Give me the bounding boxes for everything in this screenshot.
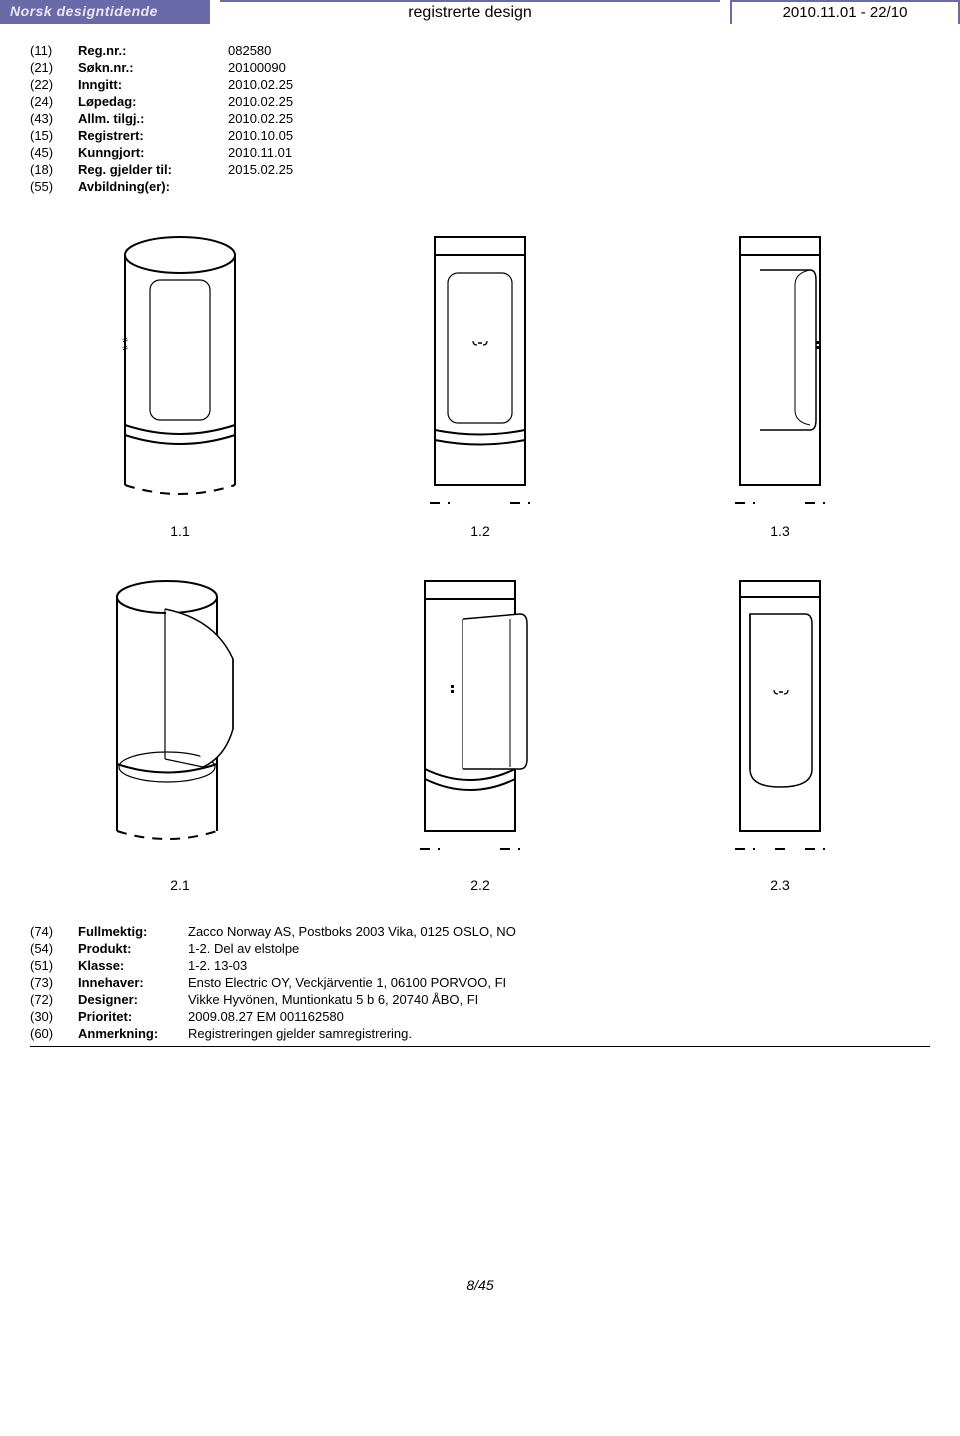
drawings-row-1: 1.1 1.2 <box>30 225 930 539</box>
details-code: (60) <box>30 1025 78 1042</box>
header-gap <box>210 0 220 24</box>
page-header: Norsk designtidende registrerte design 2… <box>0 0 960 24</box>
meta-value: 2010.02.25 <box>228 93 293 110</box>
drawing-label: 1.3 <box>630 523 930 539</box>
meta-value: 2010.10.05 <box>228 127 293 144</box>
meta-value: 2015.02.25 <box>228 161 293 178</box>
meta-value: 2010.02.25 <box>228 110 293 127</box>
meta-label: Inngitt: <box>78 76 228 93</box>
details-label: Prioritet: <box>78 1008 188 1025</box>
meta-label: Løpedag: <box>78 93 228 110</box>
meta-code: (11) <box>30 42 78 59</box>
page-title: registrerte design <box>220 0 720 24</box>
meta-label: Reg.nr.: <box>78 42 228 59</box>
drawing-label: 2.3 <box>630 877 930 893</box>
meta-label: Søkn.nr.: <box>78 59 228 76</box>
brand-banner: Norsk designtidende <box>0 0 210 24</box>
drawing-label: 2.2 <box>330 877 630 893</box>
details-value: 1-2. 13-03 <box>188 957 930 974</box>
meta-code: (21) <box>30 59 78 76</box>
meta-value: 2010.02.25 <box>228 76 293 93</box>
meta-label: Avbildning(er): <box>78 178 228 195</box>
registration-metadata: (11)Reg.nr.:082580(21)Søkn.nr.:20100090(… <box>30 42 293 195</box>
meta-row: (45)Kunngjort:2010.11.01 <box>30 144 293 161</box>
details-row: (30)Prioritet:2009.08.27 EM 001162580 <box>30 1008 930 1025</box>
drawing-2-2: 2.2 <box>330 569 630 893</box>
drawing-label: 1.2 <box>330 523 630 539</box>
drawing-2-1: 2.1 <box>30 569 330 893</box>
meta-code: (22) <box>30 76 78 93</box>
meta-code: (45) <box>30 144 78 161</box>
drawing-label: 2.1 <box>30 877 330 893</box>
details-value: Zacco Norway AS, Postboks 2003 Vika, 012… <box>188 923 930 940</box>
meta-row: (18)Reg. gjelder til:2015.02.25 <box>30 161 293 178</box>
details-value: Ensto Electric OY, Veckjärventie 1, 0610… <box>188 974 930 991</box>
details-label: Fullmektig: <box>78 923 188 940</box>
meta-label: Reg. gjelder til: <box>78 161 228 178</box>
meta-row: (55)Avbildning(er): <box>30 178 293 195</box>
details-code: (72) <box>30 991 78 1008</box>
details-code: (74) <box>30 923 78 940</box>
details-code: (54) <box>30 940 78 957</box>
details-value: Registreringen gjelder samregistrering. <box>188 1025 930 1042</box>
header-gap <box>720 0 730 24</box>
meta-row: (15)Registrert:2010.10.05 <box>30 127 293 144</box>
details-code: (51) <box>30 957 78 974</box>
meta-row: (21)Søkn.nr.:20100090 <box>30 59 293 76</box>
meta-code: (24) <box>30 93 78 110</box>
meta-value <box>228 178 293 195</box>
meta-code: (55) <box>30 178 78 195</box>
details-separator <box>30 1046 930 1047</box>
details-label: Produkt: <box>78 940 188 957</box>
meta-row: (22)Inngitt:2010.02.25 <box>30 76 293 93</box>
details-label: Designer: <box>78 991 188 1008</box>
details-code: (73) <box>30 974 78 991</box>
details-value: Vikke Hyvönen, Muntionkatu 5 b 6, 20740 … <box>188 991 930 1008</box>
meta-row: (43)Allm. tilgj.:2010.02.25 <box>30 110 293 127</box>
drawing-1-3: 1.3 <box>630 225 930 539</box>
issue-date-box: 2010.11.01 - 22/10 <box>730 0 960 24</box>
details-row: (73)Innehaver:Ensto Electric OY, Veckjär… <box>30 974 930 991</box>
meta-value: 20100090 <box>228 59 293 76</box>
drawing-1-1: 1.1 <box>30 225 330 539</box>
registration-details: (74)Fullmektig:Zacco Norway AS, Postboks… <box>30 923 930 1042</box>
meta-code: (43) <box>30 110 78 127</box>
meta-label: Allm. tilgj.: <box>78 110 228 127</box>
details-label: Anmerkning: <box>78 1025 188 1042</box>
drawing-1-2: 1.2 <box>330 225 630 539</box>
details-row: (74)Fullmektig:Zacco Norway AS, Postboks… <box>30 923 930 940</box>
details-row: (60)Anmerkning:Registreringen gjelder sa… <box>30 1025 930 1042</box>
meta-value: 2010.11.01 <box>228 144 293 161</box>
details-value: 1-2. Del av elstolpe <box>188 940 930 957</box>
meta-code: (15) <box>30 127 78 144</box>
drawing-2-3: 2.3 <box>630 569 930 893</box>
meta-label: Registrert: <box>78 127 228 144</box>
meta-code: (18) <box>30 161 78 178</box>
meta-row: (24)Løpedag:2010.02.25 <box>30 93 293 110</box>
details-code: (30) <box>30 1008 78 1025</box>
details-value: 2009.08.27 EM 001162580 <box>188 1008 930 1025</box>
details-label: Innehaver: <box>78 974 188 991</box>
meta-value: 082580 <box>228 42 293 59</box>
page-content: (11)Reg.nr.:082580(21)Søkn.nr.:20100090(… <box>0 42 960 1077</box>
details-row: (51)Klasse:1-2. 13-03 <box>30 957 930 974</box>
drawing-label: 1.1 <box>30 523 330 539</box>
meta-row: (11)Reg.nr.:082580 <box>30 42 293 59</box>
drawings-row-2: 2.1 2.2 <box>30 569 930 893</box>
page-number: 8/45 <box>0 1277 960 1313</box>
meta-label: Kunngjort: <box>78 144 228 161</box>
details-label: Klasse: <box>78 957 188 974</box>
details-row: (54)Produkt:1-2. Del av elstolpe <box>30 940 930 957</box>
details-row: (72)Designer:Vikke Hyvönen, Muntionkatu … <box>30 991 930 1008</box>
